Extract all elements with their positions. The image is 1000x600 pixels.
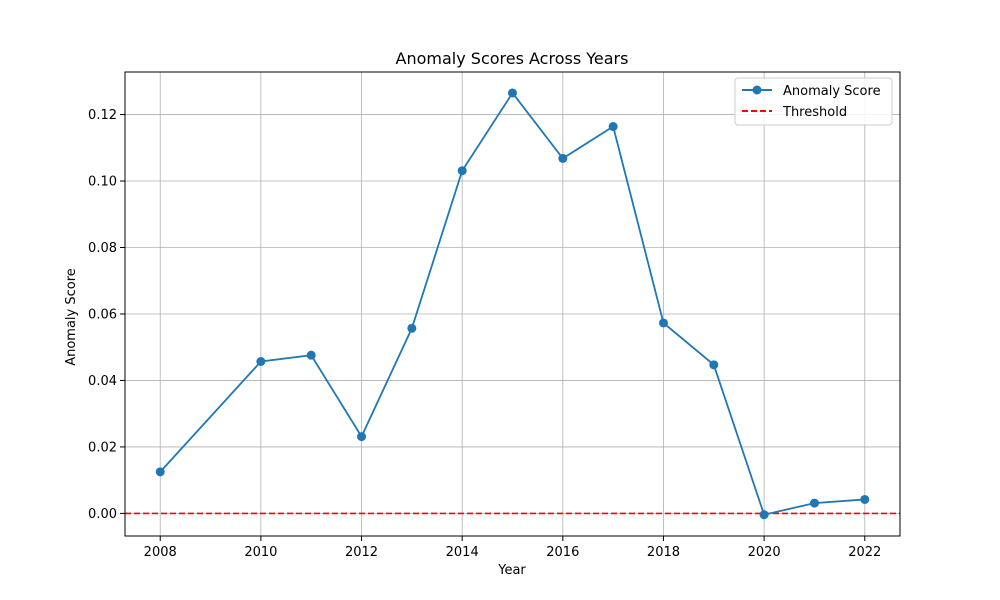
grid [125,72,900,536]
legend-label-anomaly-score: Anomaly Score [783,84,881,99]
y-tick-label: 0.02 [88,440,117,455]
series-layer [155,88,870,520]
y-tick-label: 0.04 [88,374,117,389]
x-tick-label: 2022 [848,545,881,560]
legend-series-marker [752,85,762,95]
data-point [407,323,417,333]
x-tick-label: 2008 [144,545,177,560]
plot-frame [124,71,901,537]
x-tick-label: 2010 [244,545,277,560]
data-point [608,122,618,132]
x-tick-label: 2014 [446,545,479,560]
chart-title: Anomaly Scores Across Years [396,49,629,68]
x-tick-label: 2020 [748,545,781,560]
y-tick-label: 0.00 [88,507,117,522]
y-tick-label: 0.10 [88,175,117,190]
y-axis-label: Anomaly Score [64,268,79,366]
x-tick-label: 2018 [647,545,680,560]
data-point [658,318,668,328]
x-tick-label: 2012 [345,545,378,560]
data-point [357,432,367,442]
y-tick-label: 0.06 [88,307,117,322]
x-axis-label: Year [497,563,526,578]
data-point [809,498,819,508]
series-line-anomaly-score [159,91,865,516]
x-tick-label: 2016 [546,545,579,560]
data-point [860,494,870,504]
legend-box [734,77,893,126]
legend: Anomaly Score Threshold [734,77,893,126]
data-point [508,88,517,98]
data-point [155,467,165,477]
data-point [306,350,316,360]
data-point [709,360,719,370]
data-point [558,153,568,163]
data-point [256,357,266,367]
legend-label-threshold: Threshold [782,105,847,120]
y-tick-label: 0.08 [88,241,117,256]
data-point [457,166,467,176]
data-point [759,510,769,520]
y-tick-label: 0.12 [88,108,117,123]
ticks: 2008 2010 2012 2014 2016 2018 2020 2022 0.00 0.02… [88,108,881,560]
